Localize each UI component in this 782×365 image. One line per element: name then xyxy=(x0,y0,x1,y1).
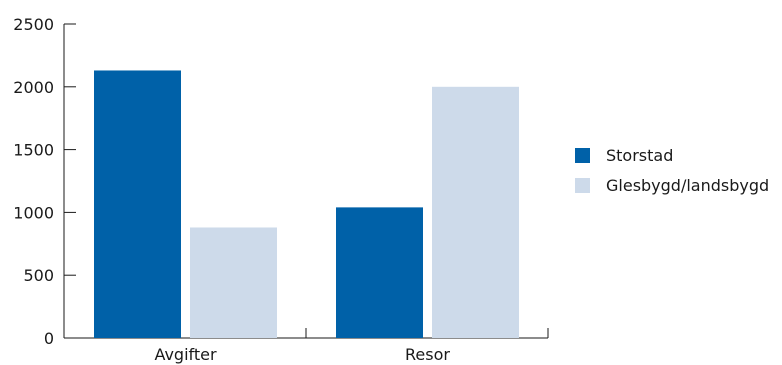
y-tick-label: 1000 xyxy=(13,203,54,222)
legend-label: Storstad xyxy=(606,146,673,165)
category-label: Resor xyxy=(405,345,450,364)
bars xyxy=(94,70,519,339)
bar-storstad-avgifter xyxy=(94,70,181,339)
y-axis: 0 500 1000 1500 2000 2500 xyxy=(13,15,76,348)
y-tick-label: 2000 xyxy=(13,78,54,97)
category-label: Avgifter xyxy=(154,345,217,364)
y-tick-label: 1500 xyxy=(13,141,54,160)
legend: Storstad Glesbygd/landsbygd xyxy=(575,146,769,195)
legend-swatch xyxy=(575,148,590,163)
y-tick-label: 0 xyxy=(44,329,54,348)
y-tick-label: 500 xyxy=(23,266,54,285)
bar-storstad-resor xyxy=(336,207,423,338)
legend-swatch xyxy=(575,178,590,193)
bar-glesbygd-resor xyxy=(432,86,519,338)
y-ticks: 0 500 1000 1500 2000 2500 xyxy=(13,15,76,348)
bar-glesbygd-avgifter xyxy=(190,227,277,338)
x-ticks xyxy=(305,328,549,338)
y-tick-label: 2500 xyxy=(13,15,54,34)
category-labels: Avgifter Resor xyxy=(154,345,450,364)
legend-label: Glesbygd/landsbygd xyxy=(606,176,769,195)
